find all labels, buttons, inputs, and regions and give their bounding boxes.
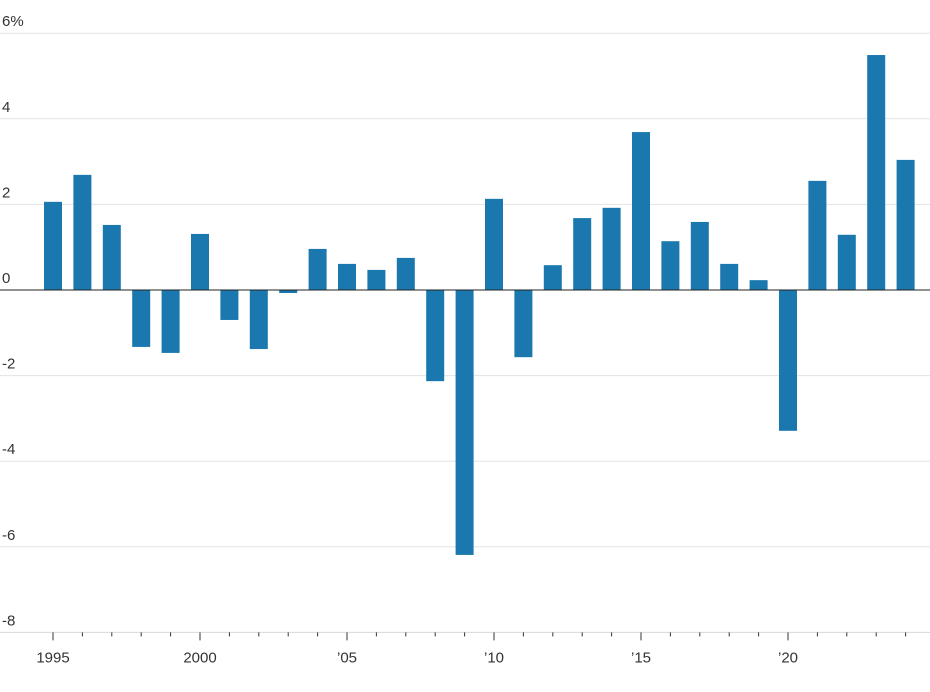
bar-1999: [161, 290, 180, 353]
bar-2022: [837, 234, 856, 290]
y-tick-label: -4: [2, 441, 15, 458]
y-tick-label: -6: [2, 527, 15, 544]
bar-2018: [720, 263, 739, 290]
bar-2007: [396, 257, 415, 290]
bar-2017: [690, 221, 709, 290]
bar-2014: [602, 207, 621, 290]
bar-2016: [661, 241, 680, 290]
x-tick-label: ’15: [631, 649, 651, 666]
bar-2006: [367, 269, 386, 290]
bar-1996: [73, 174, 92, 290]
y-tick-label: 4: [2, 99, 10, 116]
x-tick-label: 2000: [183, 649, 216, 666]
y-tick-label: 6%: [2, 13, 24, 30]
y-tick-label: -2: [2, 356, 15, 373]
x-tick-label: ’20: [778, 649, 798, 666]
bar-2009: [455, 290, 474, 555]
bar-1997: [102, 224, 121, 290]
y-tick-label: 0: [2, 270, 10, 287]
bar-1995: [44, 201, 62, 290]
bar-2001: [220, 290, 239, 320]
bar-2019: [749, 280, 768, 290]
bar-2010: [485, 198, 503, 290]
bar-1998: [132, 290, 151, 347]
bar-2000: [191, 233, 209, 290]
bar-2002: [249, 290, 268, 350]
y-tick-label: -8: [2, 612, 15, 629]
bar-2011: [514, 290, 533, 358]
bar-2020: [779, 290, 797, 431]
bar-2013: [573, 218, 592, 290]
x-tick-label: ’10: [484, 649, 504, 666]
bar-2015: [632, 132, 650, 290]
x-tick-label: ’05: [337, 649, 357, 666]
bar-2021: [808, 180, 827, 290]
y-tick-label: 2: [2, 184, 10, 201]
bar-2024: [896, 159, 915, 290]
bar-2012: [543, 265, 562, 290]
x-tick-label: 1995: [36, 649, 69, 666]
bar-2003: [279, 290, 298, 293]
bar-2008: [426, 290, 445, 382]
bar-2004: [308, 248, 327, 290]
bar-2005: [338, 263, 356, 290]
bar-2023: [867, 55, 886, 290]
